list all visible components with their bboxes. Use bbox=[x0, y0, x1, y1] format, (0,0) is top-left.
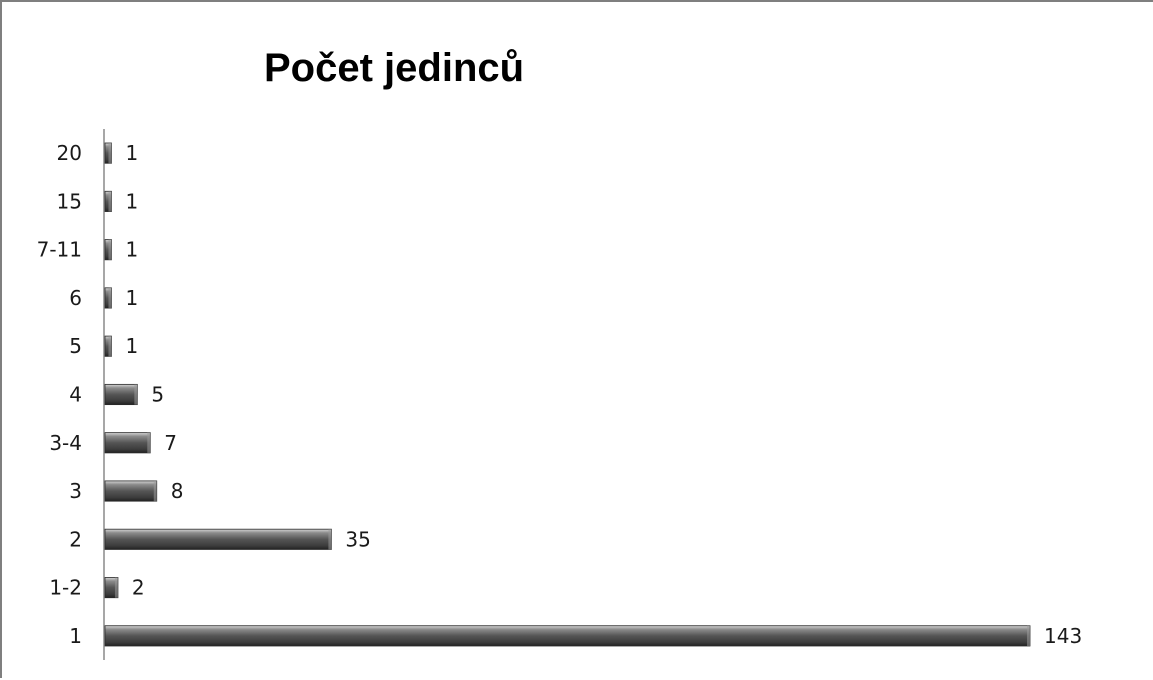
data-label: 143 bbox=[1044, 624, 1082, 648]
bar-cap-2 bbox=[328, 529, 332, 550]
data-label: 2 bbox=[132, 576, 145, 600]
bar-cap-3-4 bbox=[147, 432, 151, 453]
bar-cap-6 bbox=[108, 287, 112, 309]
data-label: 1 bbox=[125, 141, 138, 165]
bar-4 bbox=[104, 383, 138, 406]
y-tick-label: 3-4 bbox=[49, 431, 82, 455]
bar-cap-3 bbox=[153, 480, 157, 502]
y-tick-label: 2 bbox=[69, 527, 82, 551]
y-tick-label: 4 bbox=[69, 383, 82, 407]
bar-3 bbox=[104, 480, 158, 502]
bar-cap-1 bbox=[1027, 625, 1030, 647]
bar-cap-15 bbox=[108, 191, 112, 212]
data-label: 5 bbox=[151, 383, 164, 407]
data-label: 35 bbox=[345, 527, 370, 551]
y-tick-label: 1 bbox=[69, 624, 82, 648]
data-label: 7 bbox=[164, 431, 177, 455]
data-label: 1 bbox=[125, 189, 138, 213]
bar-cap-1-2 bbox=[114, 577, 118, 598]
data-label: 1 bbox=[125, 334, 138, 358]
bar-cap-4 bbox=[134, 384, 138, 405]
bar-cap-20 bbox=[108, 142, 112, 164]
y-tick-label: 15 bbox=[57, 189, 82, 213]
y-tick-label: 1-2 bbox=[49, 576, 82, 600]
bar-cap-7-11 bbox=[108, 239, 112, 260]
y-tick-label: 7-11 bbox=[37, 238, 82, 262]
chart-title: Počet jedinců bbox=[264, 46, 525, 90]
data-label: 1 bbox=[125, 238, 138, 262]
data-label: 8 bbox=[171, 479, 184, 503]
y-tick-label: 20 bbox=[57, 141, 82, 165]
data-label: 1 bbox=[125, 286, 138, 310]
bar-2 bbox=[104, 528, 332, 550]
y-tick-label: 3 bbox=[69, 479, 82, 503]
bar-3-4 bbox=[104, 432, 151, 454]
bar-1 bbox=[104, 625, 1031, 647]
y-tick-label: 5 bbox=[69, 334, 82, 358]
y-tick-label: 6 bbox=[69, 286, 82, 310]
bar-cap-5 bbox=[108, 336, 112, 357]
plot-area: 1 143 1-2 2 2 35 3 8 3-4 7 4 5 5 1 6 1 7-11 1 15 1 20 1 bbox=[37, 129, 1082, 660]
